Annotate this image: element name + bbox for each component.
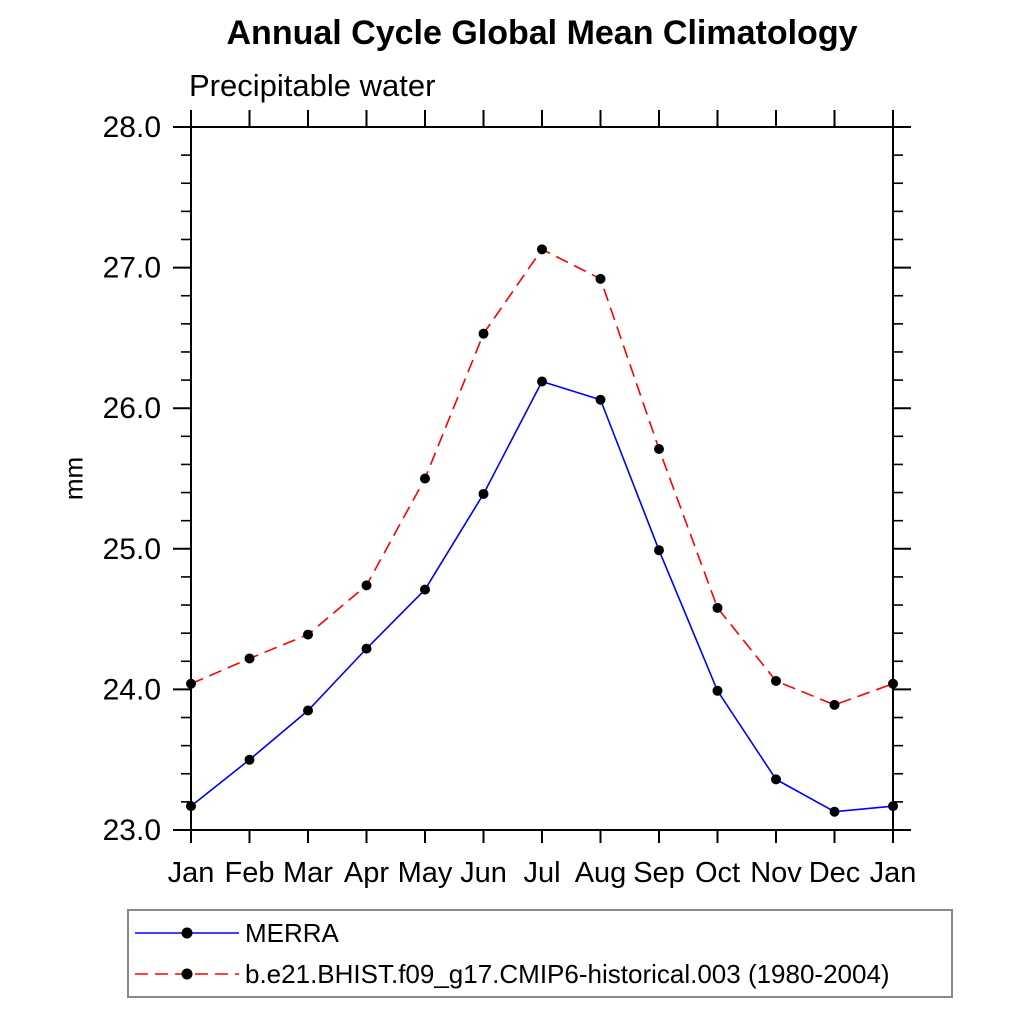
data-point-marker: [771, 675, 781, 686]
y-tick-label: 24.0: [103, 673, 161, 706]
data-point-marker: [186, 801, 196, 812]
data-point-marker: [303, 629, 313, 640]
y-tick-label: 25.0: [103, 533, 161, 566]
x-tick-label: Jun: [460, 857, 507, 889]
plot-frame: [190, 126, 894, 831]
legend-marker: [181, 968, 193, 980]
data-point-marker: [361, 643, 372, 654]
legend-marker: [181, 927, 193, 939]
legend-line-sample: [135, 968, 239, 980]
data-point-marker: [303, 705, 313, 716]
x-tick-label: Jul: [523, 857, 560, 889]
data-point-marker: [537, 244, 547, 255]
data-point-marker: [712, 602, 723, 613]
x-tick-label: Mar: [283, 857, 333, 889]
data-point-marker: [244, 653, 255, 664]
x-tick-label: Dec: [809, 857, 861, 889]
series-line-1: [190, 248, 894, 706]
data-point-marker: [654, 443, 664, 454]
x-tick-label: Sep: [633, 857, 685, 889]
x-tick-label: Nov: [750, 857, 802, 889]
data-point-marker: [361, 580, 372, 591]
legend-label: MERRA: [245, 917, 339, 948]
data-point-marker: [420, 473, 430, 484]
data-point-marker: [829, 806, 840, 817]
x-tick-label: Apr: [344, 857, 389, 889]
x-tick-label: Oct: [695, 857, 740, 889]
x-tick-label: Jan: [870, 857, 917, 889]
data-point-marker: [829, 699, 840, 710]
data-point-marker: [595, 394, 606, 405]
legend-box: MERRA b.e21.BHIST.f09_g17.CMIP6-historica…: [127, 909, 953, 998]
x-tick-label: Jan: [168, 857, 215, 889]
data-point-marker: [888, 801, 898, 812]
data-point-marker: [478, 488, 489, 499]
legend-line-sample: [135, 927, 239, 939]
y-tick-label: 27.0: [103, 252, 161, 285]
y-tick-label: 23.0: [103, 814, 161, 847]
x-tick-label: Aug: [575, 857, 627, 889]
data-point-marker: [712, 685, 723, 696]
data-point-marker: [244, 754, 255, 765]
x-tick-label: Feb: [225, 857, 275, 889]
data-point-marker: [420, 584, 430, 595]
y-tick-label: 26.0: [103, 392, 161, 425]
y-tick-label: 28.0: [103, 111, 161, 144]
legend-label: b.e21.BHIST.f09_g17.CMIP6-historical.003…: [245, 958, 890, 989]
series-line-0: [190, 380, 894, 813]
data-point-marker: [888, 678, 898, 689]
data-point-marker: [478, 328, 489, 339]
legend-entry-1: b.e21.BHIST.f09_g17.CMIP6-historical.003…: [133, 954, 951, 995]
data-point-marker: [537, 376, 547, 387]
data-point-marker: [654, 545, 664, 556]
legend-entry-0: MERRA: [133, 913, 951, 954]
data-point-marker: [771, 774, 781, 785]
data-point-marker: [595, 273, 606, 284]
chart-title: Annual Cycle Global Mean Climatology: [226, 14, 858, 52]
x-tick-label: May: [398, 857, 453, 889]
chart-subtitle: Precipitable water: [189, 68, 436, 103]
data-point-marker: [186, 678, 196, 689]
